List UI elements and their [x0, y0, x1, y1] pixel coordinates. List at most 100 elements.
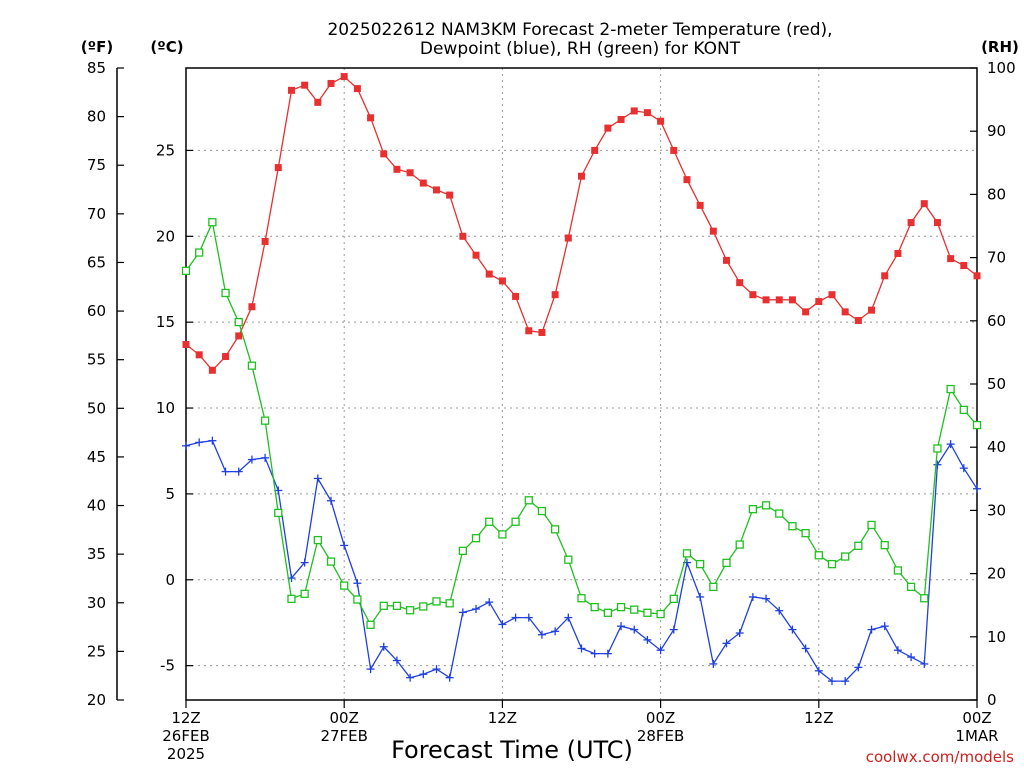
dewpoint-point: [643, 635, 652, 644]
fahrenheit-tick-label: 30: [87, 594, 106, 612]
time-tick-label: 12Z: [804, 709, 833, 727]
rh-point: [221, 288, 230, 298]
rh-point: [287, 594, 296, 604]
rh-point: [669, 594, 678, 604]
rh-point: [260, 416, 270, 425]
dewpoint-point: [669, 625, 678, 634]
temperature-point: [802, 308, 810, 316]
rh-series: [181, 218, 982, 629]
dewpoint-point: [801, 644, 810, 653]
fahrenheit-tick-label: 80: [87, 108, 106, 126]
fahrenheit-unit-label: (ºF): [81, 38, 113, 56]
rh-point: [458, 546, 468, 555]
temperature-point: [314, 98, 322, 106]
year-tick-label: 2025: [167, 745, 205, 763]
rh-tick-label: 90: [987, 122, 1006, 140]
rh-point: [906, 582, 916, 592]
dewpoint-point: [603, 649, 612, 658]
rh-point: [761, 501, 771, 510]
fahrenheit-tick-label: 85: [87, 59, 106, 77]
rh-point: [379, 601, 388, 610]
temperature-point: [643, 109, 651, 117]
rh-point: [801, 529, 810, 538]
dewpoint-point: [590, 649, 599, 658]
temperature-point: [301, 81, 309, 89]
temperature-point: [353, 85, 361, 93]
temperature-point: [947, 255, 955, 263]
temperature-point: [432, 186, 440, 194]
rh-point: [616, 602, 626, 612]
rh-point: [524, 496, 533, 505]
rh-point: [946, 384, 955, 394]
rh-point: [577, 594, 586, 603]
temperature-point: [775, 296, 783, 304]
rh-point: [854, 541, 863, 550]
temperature-point: [222, 353, 230, 361]
temperature-point: [868, 306, 876, 314]
x-axis-title: Forecast Time (UTC): [391, 736, 633, 764]
rh-point: [564, 555, 573, 564]
dewpoint-point: [709, 659, 718, 668]
rh-tick-label: 100: [987, 59, 1016, 77]
temperature-point: [788, 296, 796, 304]
date-tick-label: 1MAR: [955, 727, 998, 745]
temperature-point: [340, 73, 348, 81]
dewpoint-point: [524, 613, 533, 622]
rh-point: [366, 620, 375, 629]
rh-point: [234, 317, 243, 327]
data-series: [181, 73, 982, 686]
temperature-point: [604, 124, 612, 132]
fahrenheit-tick-label: 70: [87, 205, 106, 223]
rh-point: [353, 595, 362, 604]
dewpoint-point: [379, 642, 388, 651]
dewpoint-point: [406, 673, 415, 682]
rh-point: [498, 530, 507, 539]
fahrenheit-tick-label: 45: [87, 448, 106, 466]
dewpoint-point: [656, 646, 665, 655]
rh-point: [867, 520, 876, 530]
rh-point: [405, 606, 415, 615]
rh-point: [537, 506, 547, 516]
dewpoint-point: [366, 665, 375, 674]
temperature-point: [841, 308, 849, 316]
temperature-point: [696, 201, 704, 209]
rh-point: [814, 551, 823, 560]
dewpoint-point: [485, 598, 494, 607]
time-tick-label: 00Z: [330, 709, 359, 727]
rh-point: [630, 605, 639, 614]
rh-point: [274, 508, 283, 518]
dewpoint-point: [182, 441, 190, 450]
rh-point: [643, 608, 652, 617]
fahrenheit-tick-label: 40: [87, 497, 106, 515]
rh-point: [735, 540, 744, 549]
temperature-point: [657, 117, 665, 125]
dewpoint-point: [735, 629, 744, 638]
rh-point: [682, 549, 692, 558]
rh-point: [788, 522, 797, 531]
temperature-point: [920, 200, 928, 208]
dewpoint-point: [762, 594, 771, 603]
temperature-point: [564, 234, 572, 242]
rh-point: [933, 444, 942, 453]
temperature-point: [393, 165, 401, 173]
dewpoint-point: [234, 467, 243, 476]
dewpoint-point: [946, 440, 955, 449]
rh-tick-label: 50: [987, 375, 1006, 393]
temperature-point: [933, 219, 941, 227]
dewpoint-point: [472, 604, 481, 613]
temperature-point: [367, 114, 375, 122]
dewpoint-point: [537, 630, 546, 639]
axes: 2025303540455055606570758085-50510152025…: [87, 59, 1016, 763]
rh-tick-label: 20: [987, 565, 1006, 583]
rh-point: [392, 601, 402, 610]
temperature-point: [446, 191, 454, 199]
temperature-point: [828, 291, 836, 299]
dewpoint-point: [893, 646, 902, 655]
fahrenheit-tick-label: 25: [87, 642, 106, 660]
rh-point: [775, 509, 784, 518]
rh-point: [432, 597, 441, 606]
date-tick-label: 27FEB: [320, 727, 367, 745]
dewpoint-point: [748, 592, 757, 601]
chart-title-line-2: Dewpoint (blue), RH (green) for KONT: [420, 39, 741, 59]
dewpoint-point: [432, 665, 441, 674]
